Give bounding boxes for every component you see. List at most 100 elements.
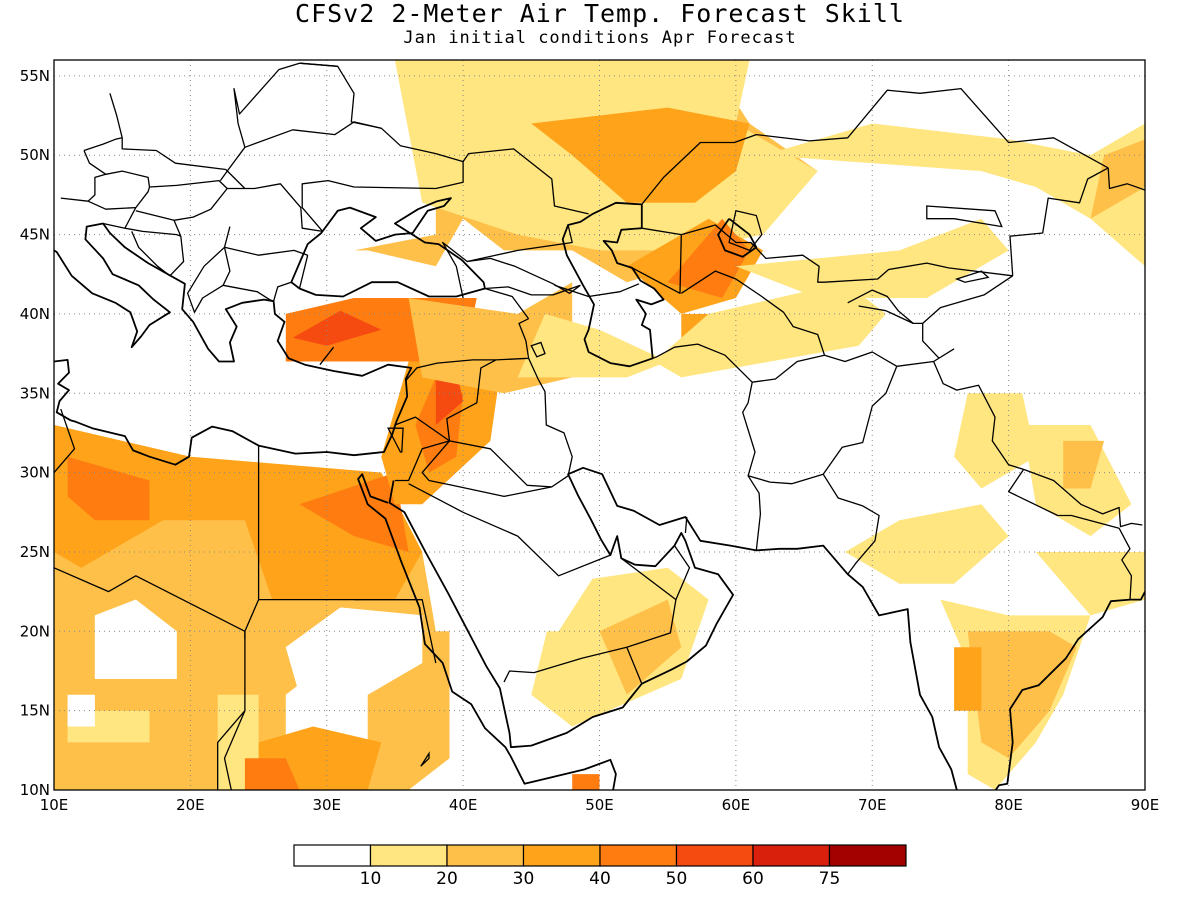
country-border: [87, 170, 151, 202]
country-border: [272, 281, 292, 302]
lat-label: 10N: [20, 781, 50, 799]
map-subtitle: Jan initial conditions Apr Forecast: [403, 28, 797, 48]
country-border: [54, 567, 246, 632]
skill-fill-layer: [54, 60, 1145, 790]
colorbar-swatch: [369, 844, 448, 867]
country-border: [680, 270, 826, 356]
lake-outline: [387, 427, 404, 453]
coastline: [717, 217, 758, 258]
country-border: [896, 360, 1024, 471]
skill-region-22: [667, 218, 750, 298]
country-border: [233, 62, 300, 148]
skill-region-15: [292, 310, 382, 346]
coastline: [54, 222, 413, 466]
country-border: [102, 179, 228, 229]
map-frame: [53, 59, 1146, 791]
colorbar-label: 20: [436, 869, 458, 889]
no-skill-area-3: [449, 520, 600, 632]
skill-region-31: [845, 504, 1009, 584]
skill-region-37: [599, 599, 682, 695]
country-border: [1023, 468, 1143, 528]
lon-label: 90E: [1131, 796, 1160, 814]
country-border: [54, 408, 76, 474]
lon-label: 60E: [722, 796, 751, 814]
country-border: [223, 710, 246, 790]
country-border: [354, 598, 437, 664]
country-border: [299, 62, 382, 129]
colorbar-label: 10: [360, 869, 382, 889]
lake-outline: [728, 210, 763, 252]
no-skill-area-1: [285, 607, 423, 695]
skill-region-30: [1063, 440, 1105, 489]
country-border: [1107, 167, 1145, 191]
lat-label: 35N: [20, 384, 50, 402]
country-border: [847, 289, 914, 324]
country-border: [933, 348, 955, 363]
colorbar-label: 75: [819, 869, 841, 889]
lat-label: 40N: [20, 305, 50, 323]
no-skill-area-0: [94, 599, 177, 679]
country-border: [408, 483, 611, 577]
skill-region-28: [954, 393, 1036, 489]
skill-region-35: [1035, 552, 1145, 616]
lat-label: 20N: [20, 622, 50, 640]
coastline: [290, 197, 486, 298]
colorbar-label: 30: [513, 869, 535, 889]
country-border: [298, 255, 309, 289]
colorbar-swatch: [599, 844, 678, 867]
country-border: [169, 183, 323, 277]
skill-region-26: [763, 123, 1145, 267]
country-border: [673, 545, 691, 600]
skill-region-33: [967, 631, 1077, 759]
coastline: [561, 201, 665, 368]
skill-region-17: [517, 313, 668, 378]
skill-region-2: [54, 425, 423, 600]
country-border: [131, 231, 171, 277]
country-borders: [54, 62, 1145, 790]
lon-label: 10E: [40, 796, 69, 814]
country-border: [484, 284, 581, 320]
country-border: [467, 224, 573, 263]
country-border: [135, 210, 175, 221]
country-border: [652, 343, 753, 383]
lat-label: 50N: [20, 146, 50, 164]
coastlines: [54, 197, 1145, 790]
country-border: [922, 275, 1014, 359]
skill-region-38: [572, 774, 600, 790]
country-border: [1009, 167, 1109, 276]
colorbar-swatch: [293, 844, 372, 867]
skill-region-27: [1090, 139, 1145, 219]
map-title: CFSv2 2-Meter Air Temp. Forecast Skill: [295, 0, 905, 28]
lon-label: 70E: [858, 796, 887, 814]
axis-labels: 10N 15N 20N 25N 30N 35N 40N 45N 50N 55N 10E 20E 30E 4…: [20, 67, 1160, 814]
colorbar-swatch: [675, 844, 754, 867]
lake-outline: [319, 346, 335, 366]
country-border: [60, 197, 136, 210]
country-border: [222, 284, 274, 302]
colorbar-label: 40: [589, 869, 611, 889]
colorbar-label: 60: [742, 869, 764, 889]
country-border: [203, 226, 231, 267]
country-border: [405, 318, 530, 382]
skill-region-10: [244, 758, 300, 790]
country-border: [681, 224, 1013, 283]
country-border: [225, 169, 246, 189]
coastline: [974, 591, 1145, 790]
colorbar-swatch: [446, 844, 525, 867]
skill-region-4: [299, 472, 409, 552]
country-border: [822, 473, 880, 575]
country-border: [641, 87, 1109, 205]
colorbar-swatch: [752, 844, 831, 867]
country-border: [124, 227, 182, 237]
country-border: [222, 246, 308, 286]
country-border: [83, 137, 123, 152]
lon-label: 20E: [176, 796, 205, 814]
no-skill-area-4: [817, 202, 900, 251]
country-border: [503, 557, 677, 683]
country-border: [217, 631, 246, 790]
lat-label: 15N: [20, 702, 50, 720]
country-border: [747, 366, 898, 485]
country-border: [858, 305, 923, 325]
country-border: [421, 440, 552, 498]
